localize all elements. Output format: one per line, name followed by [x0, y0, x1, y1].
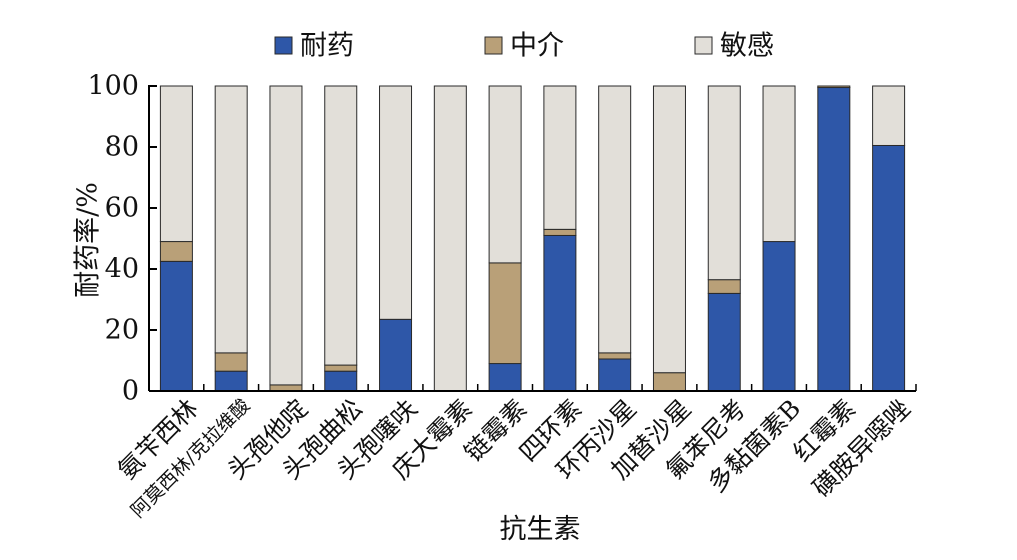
x-axis-label: 抗生素 — [500, 514, 581, 545]
bar-segment-头孢他啶-敏感 — [269, 85, 303, 386]
bar-segment-头孢噻呋-耐药 — [379, 318, 413, 392]
bar-segment-加替沙星-敏感 — [652, 85, 686, 374]
bar-segment-磺胺异噁唑-敏感 — [872, 85, 906, 146]
bar-segment-头孢曲松-耐药 — [324, 370, 358, 392]
y-tick-label: 20 — [105, 315, 139, 346]
bar-segment-四环素-中介 — [543, 228, 577, 236]
bar-segment-链霉素-中介 — [488, 262, 522, 365]
y-tick-label: 100 — [87, 71, 139, 102]
bar-segment-红霉素-耐药 — [817, 87, 851, 392]
y-tick-label: 0 — [122, 376, 139, 407]
bar-segment-氨苄西林-中介 — [159, 241, 193, 262]
legend-swatch-中介 — [484, 36, 503, 55]
x-tick-label-链霉素: 链霉素 — [459, 394, 533, 468]
y-tick-label: 40 — [105, 254, 139, 285]
bar-segment-头孢噻呋-敏感 — [379, 85, 413, 320]
bar-segment-多黏菌素B-敏感 — [762, 85, 796, 243]
legend-swatch-敏感 — [694, 36, 713, 55]
bar-segment-氟苯尼考-耐药 — [707, 292, 741, 392]
bar-segment-环丙沙星-耐药 — [598, 358, 632, 392]
bar-segment-链霉素-耐药 — [488, 363, 522, 392]
bar-segment-红霉素-中介 — [817, 85, 851, 89]
bar-segment-磺胺异噁唑-耐药 — [872, 144, 906, 392]
bar-segment-头孢曲松-敏感 — [324, 85, 358, 366]
bars — [159, 85, 906, 392]
legend-swatch-耐药 — [274, 36, 293, 55]
y-tick-label: 60 — [105, 193, 139, 224]
bar-segment-四环素-耐药 — [543, 234, 577, 392]
bar-segment-头孢曲松-中介 — [324, 364, 358, 372]
bar-segment-氨苄西林-敏感 — [159, 85, 193, 243]
bar-segment-多黏菌素B-耐药 — [762, 241, 796, 392]
y-axis-label: 耐药率/% — [73, 182, 104, 298]
bar-segment-加替沙星-中介 — [652, 372, 686, 392]
bar-segment-链霉素-敏感 — [488, 85, 522, 264]
legend-label-敏感: 敏感 — [720, 31, 774, 62]
bar-segment-环丙沙星-敏感 — [598, 85, 632, 354]
bar-segment-庆大霉素-敏感 — [433, 85, 467, 392]
bar-segment-阿莫西林-克拉维酸-耐药 — [214, 370, 248, 392]
bar-segment-阿莫西林-克拉维酸-中介 — [214, 352, 248, 372]
legend-label-中介: 中介 — [510, 31, 564, 62]
bar-segment-氟苯尼考-中介 — [707, 279, 741, 294]
bar-segment-阿莫西林-克拉维酸-敏感 — [214, 85, 248, 354]
bar-segment-氨苄西林-耐药 — [159, 260, 193, 392]
bar-segment-环丙沙星-中介 — [598, 352, 632, 360]
bar-segment-四环素-敏感 — [543, 85, 577, 230]
legend-label-耐药: 耐药 — [300, 31, 354, 62]
bar-segment-氟苯尼考-敏感 — [707, 85, 741, 281]
y-tick-label: 80 — [105, 132, 139, 163]
legend: 耐药 中介 敏感 — [274, 31, 774, 62]
